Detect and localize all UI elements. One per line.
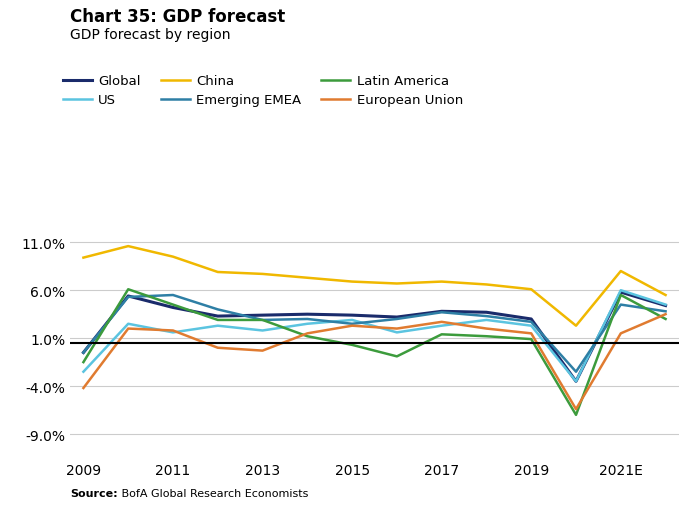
US — [572, 379, 580, 385]
Latin America — [482, 333, 491, 340]
Text: GDP forecast by region: GDP forecast by region — [70, 28, 230, 42]
Global — [572, 379, 580, 385]
US — [214, 323, 222, 329]
Line: European Union: European Union — [83, 315, 666, 409]
China — [124, 244, 132, 250]
US — [124, 321, 132, 327]
Global — [79, 350, 88, 356]
Emerging EMEA — [662, 308, 670, 315]
China — [662, 292, 670, 298]
Global — [482, 309, 491, 316]
China — [303, 275, 312, 281]
China — [348, 279, 356, 285]
Global — [124, 293, 132, 299]
Latin America — [303, 333, 312, 340]
European Union — [527, 331, 536, 337]
Emerging EMEA — [482, 314, 491, 320]
European Union — [482, 326, 491, 332]
Latin America — [393, 354, 401, 360]
Legend: Global, US, China, Emerging EMEA, Latin America, European Union: Global, US, China, Emerging EMEA, Latin … — [62, 75, 463, 107]
European Union — [303, 331, 312, 337]
European Union — [214, 345, 222, 351]
Line: China: China — [83, 247, 666, 326]
Latin America — [438, 331, 446, 337]
Latin America — [79, 359, 88, 365]
Text: Source:: Source: — [70, 488, 118, 498]
China — [482, 282, 491, 288]
European Union — [348, 323, 356, 329]
Latin America — [662, 316, 670, 322]
Global — [438, 308, 446, 315]
Latin America — [169, 302, 177, 308]
Global — [348, 313, 356, 319]
China — [79, 255, 88, 261]
Latin America — [348, 342, 356, 348]
Emerging EMEA — [393, 316, 401, 322]
European Union — [572, 406, 580, 412]
US — [303, 321, 312, 327]
Latin America — [527, 336, 536, 343]
Text: Chart 35: GDP forecast: Chart 35: GDP forecast — [70, 8, 286, 25]
Global — [303, 312, 312, 318]
European Union — [79, 385, 88, 391]
Latin America — [572, 412, 580, 418]
Line: US: US — [83, 291, 666, 382]
Emerging EMEA — [169, 292, 177, 298]
China — [258, 271, 267, 277]
China — [214, 269, 222, 275]
Global — [214, 314, 222, 320]
China — [438, 279, 446, 285]
Emerging EMEA — [527, 319, 536, 325]
China — [572, 323, 580, 329]
US — [438, 323, 446, 329]
Emerging EMEA — [303, 316, 312, 322]
Emerging EMEA — [617, 302, 625, 308]
China — [169, 254, 177, 260]
Global — [169, 305, 177, 311]
US — [662, 302, 670, 308]
European Union — [438, 319, 446, 325]
Latin America — [124, 287, 132, 293]
Global — [393, 315, 401, 321]
European Union — [169, 328, 177, 334]
Line: Global: Global — [83, 293, 666, 382]
US — [79, 369, 88, 375]
Global — [258, 313, 267, 319]
European Union — [617, 331, 625, 337]
Emerging EMEA — [214, 307, 222, 313]
China — [617, 268, 625, 274]
China — [393, 281, 401, 287]
European Union — [662, 312, 670, 318]
US — [169, 330, 177, 336]
Line: Latin America: Latin America — [83, 290, 666, 415]
US — [393, 330, 401, 336]
European Union — [124, 326, 132, 332]
Emerging EMEA — [258, 317, 267, 323]
Line: Emerging EMEA: Emerging EMEA — [83, 295, 666, 372]
Emerging EMEA — [124, 294, 132, 300]
Global — [527, 316, 536, 322]
European Union — [393, 326, 401, 332]
European Union — [258, 348, 267, 354]
Text: BofA Global Research Economists: BofA Global Research Economists — [118, 488, 308, 498]
Emerging EMEA — [79, 350, 88, 356]
US — [617, 288, 625, 294]
Emerging EMEA — [348, 321, 356, 327]
Latin America — [617, 292, 625, 298]
Latin America — [214, 317, 222, 323]
Emerging EMEA — [438, 309, 446, 316]
US — [258, 328, 267, 334]
US — [348, 317, 356, 323]
US — [527, 323, 536, 329]
Global — [617, 290, 625, 296]
US — [482, 317, 491, 323]
Emerging EMEA — [572, 369, 580, 375]
Latin America — [258, 317, 267, 323]
China — [527, 287, 536, 293]
Global — [662, 303, 670, 309]
